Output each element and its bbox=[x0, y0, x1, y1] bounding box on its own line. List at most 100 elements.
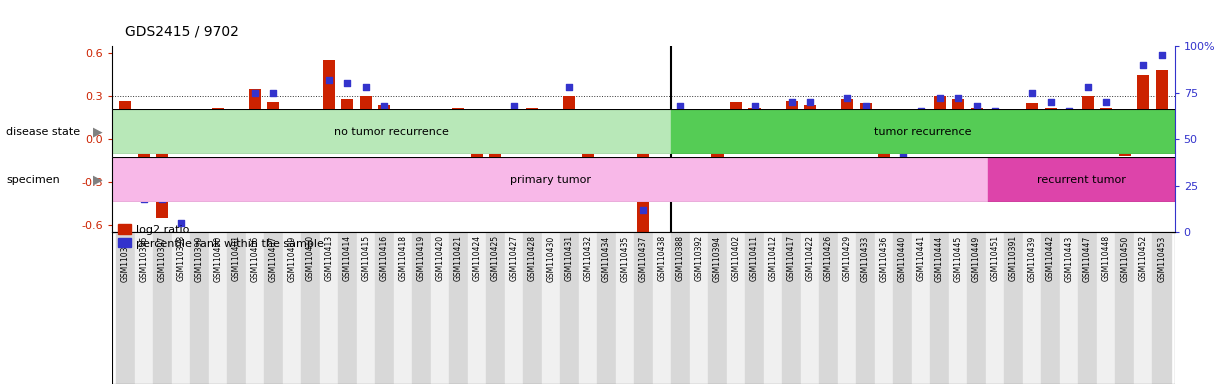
Bar bbox=[949, 232, 967, 384]
Text: GSM110433: GSM110433 bbox=[861, 235, 871, 281]
Bar bbox=[286, 136, 298, 139]
Text: recurrent tumor: recurrent tumor bbox=[1037, 174, 1126, 185]
Point bbox=[264, 89, 283, 96]
Text: GSM110394: GSM110394 bbox=[713, 235, 722, 281]
Text: GSM110413: GSM110413 bbox=[325, 235, 333, 281]
Bar bbox=[1060, 232, 1078, 384]
Bar bbox=[375, 232, 393, 384]
Text: GSM110420: GSM110420 bbox=[436, 235, 444, 281]
Point bbox=[911, 108, 930, 114]
Bar bbox=[1100, 108, 1112, 139]
Text: GSM110434: GSM110434 bbox=[602, 235, 610, 281]
Bar bbox=[508, 113, 520, 139]
Bar bbox=[453, 108, 464, 139]
Bar bbox=[1078, 232, 1096, 384]
Point bbox=[411, 127, 431, 133]
Text: GSM110419: GSM110419 bbox=[416, 235, 426, 281]
Text: GSM110402: GSM110402 bbox=[731, 235, 740, 281]
Bar bbox=[1007, 139, 1020, 142]
Bar bbox=[112, 109, 672, 154]
Point bbox=[375, 103, 394, 109]
Bar bbox=[209, 232, 227, 384]
Point bbox=[1078, 84, 1098, 90]
Text: GSM110410: GSM110410 bbox=[305, 235, 315, 281]
Point bbox=[337, 80, 357, 86]
Text: GSM110409: GSM110409 bbox=[287, 235, 297, 281]
Point bbox=[468, 188, 487, 194]
Bar bbox=[490, 139, 502, 189]
Point bbox=[171, 220, 190, 226]
Bar bbox=[841, 99, 853, 139]
Bar bbox=[116, 232, 134, 384]
Bar bbox=[1042, 232, 1060, 384]
Bar bbox=[894, 232, 912, 384]
Bar bbox=[304, 129, 316, 139]
Bar bbox=[1045, 108, 1056, 139]
Bar bbox=[523, 232, 542, 384]
Text: GSM110391: GSM110391 bbox=[1009, 235, 1018, 281]
Text: GSM110406: GSM110406 bbox=[250, 235, 259, 281]
Point bbox=[838, 95, 857, 101]
Point bbox=[300, 114, 320, 120]
Point bbox=[579, 177, 598, 183]
Bar bbox=[282, 232, 302, 384]
Point bbox=[1060, 108, 1079, 114]
Text: GSM110430: GSM110430 bbox=[547, 235, 556, 281]
Text: GSM110424: GSM110424 bbox=[473, 235, 481, 281]
Bar bbox=[856, 232, 874, 384]
Point bbox=[245, 89, 265, 96]
Bar bbox=[322, 60, 335, 139]
Text: GSM110407: GSM110407 bbox=[269, 235, 278, 281]
Text: GSM110438: GSM110438 bbox=[657, 235, 667, 281]
Text: GSM110440: GSM110440 bbox=[899, 235, 907, 281]
Bar bbox=[619, 122, 631, 139]
Point bbox=[1151, 52, 1171, 58]
Bar bbox=[357, 232, 375, 384]
Point bbox=[800, 99, 819, 105]
Text: GSM110397: GSM110397 bbox=[158, 235, 167, 281]
Bar bbox=[579, 232, 597, 384]
Text: GSM110416: GSM110416 bbox=[380, 235, 388, 281]
Bar bbox=[468, 232, 486, 384]
Bar bbox=[486, 232, 504, 384]
Bar bbox=[245, 232, 264, 384]
Bar bbox=[874, 232, 894, 384]
Text: GSM110452: GSM110452 bbox=[1139, 235, 1148, 281]
Bar bbox=[952, 99, 965, 139]
Text: GSM110449: GSM110449 bbox=[972, 235, 982, 281]
Text: GSM110396: GSM110396 bbox=[139, 235, 148, 281]
Bar bbox=[542, 232, 560, 384]
Bar bbox=[360, 96, 372, 139]
Point bbox=[670, 103, 690, 109]
Text: GSM110439: GSM110439 bbox=[1028, 235, 1037, 281]
Text: GSM110411: GSM110411 bbox=[750, 235, 759, 281]
Bar bbox=[634, 232, 653, 384]
Point bbox=[634, 207, 653, 213]
Bar bbox=[1153, 232, 1171, 384]
Bar bbox=[582, 139, 593, 185]
Bar bbox=[267, 102, 280, 139]
Bar bbox=[878, 139, 890, 192]
Bar bbox=[1005, 232, 1023, 384]
Point bbox=[949, 95, 968, 101]
Bar bbox=[415, 136, 427, 139]
Point bbox=[781, 99, 801, 105]
Bar bbox=[767, 138, 779, 139]
Point bbox=[689, 127, 708, 133]
Point bbox=[745, 103, 764, 109]
Text: GSM110418: GSM110418 bbox=[398, 235, 408, 281]
Bar bbox=[231, 131, 242, 139]
Point bbox=[116, 146, 136, 152]
Point bbox=[541, 118, 560, 124]
Bar bbox=[1026, 103, 1038, 139]
Bar bbox=[653, 232, 672, 384]
Point bbox=[615, 127, 635, 133]
Bar bbox=[320, 232, 338, 384]
Text: GSM110442: GSM110442 bbox=[1046, 235, 1055, 281]
Bar bbox=[708, 232, 726, 384]
Point bbox=[763, 140, 783, 146]
Bar bbox=[1063, 113, 1076, 139]
Bar bbox=[860, 103, 872, 139]
Text: GSM110450: GSM110450 bbox=[1120, 235, 1129, 281]
Bar bbox=[934, 96, 945, 139]
